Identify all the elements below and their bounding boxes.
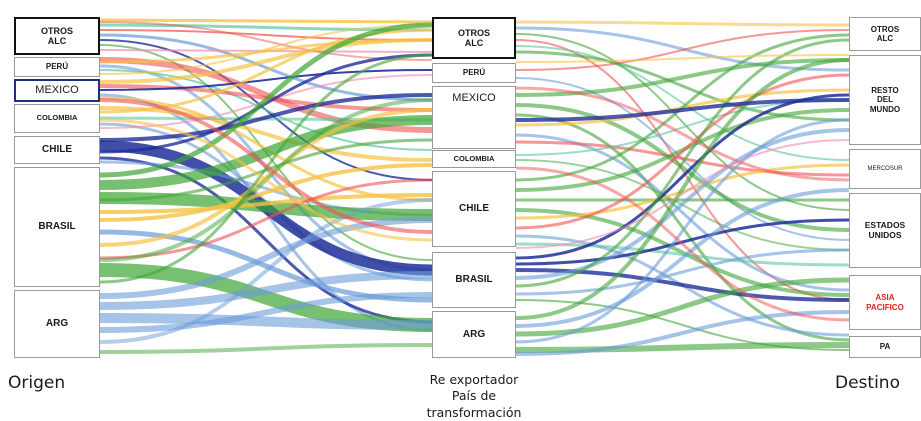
origen-node-colombia: COLOMBIA (14, 104, 100, 133)
reexportador-node-colombia: COLOMBIA (432, 150, 516, 168)
flow-left-43 (99, 343, 433, 354)
flow-right-6 (515, 29, 850, 71)
flow-left-30 (99, 192, 433, 221)
column-label-origen: Origen (8, 373, 66, 393)
column-label-destino: Destino (835, 373, 900, 393)
flow-left-32 (99, 163, 433, 222)
flow-left-23 (99, 93, 433, 142)
reexportador-label-line-3: transformación (426, 404, 522, 420)
flow-right-27 (515, 128, 850, 280)
flow-left-47 (99, 98, 433, 234)
flow-right-34 (515, 118, 850, 344)
flow-right-4 (515, 45, 850, 161)
origen-node-brasil: BRASIL (14, 167, 100, 287)
flow-right-35 (515, 342, 850, 353)
flow-right-21 (515, 73, 850, 230)
flow-right-0 (515, 20, 850, 27)
flow-left-28 (99, 22, 433, 178)
flow-left-41 (99, 292, 433, 333)
flow-left-25 (99, 53, 433, 154)
origen-to-reexportador-flows (99, 18, 433, 354)
reexportador-to-destino-flows (515, 20, 850, 356)
origen-node-chile: CHILE (14, 136, 100, 164)
flow-right-41 (515, 139, 850, 249)
flow-right-5 (515, 50, 850, 122)
flow-right-28 (515, 38, 850, 288)
destino-node-estados-unidos: ESTADOS UNIDOS (849, 193, 921, 268)
flow-right-37 (515, 54, 850, 63)
origen-node-arg: ARG (14, 290, 100, 358)
reexportador-node-mexico: MEXICO (432, 86, 516, 149)
destino-node-mercosur: MERCOSUR (849, 149, 921, 189)
flow-left-12 (99, 24, 433, 75)
flow-left-18 (99, 106, 433, 162)
destino-node-resto-del-mundo: RESTO DEL MUNDO (849, 55, 921, 145)
origen-node-otros-alc: OTROS ALC (14, 17, 100, 55)
flow-left-35 (99, 178, 433, 260)
flow-left-46 (99, 118, 433, 242)
reexportador-label-line-2: País de (451, 388, 497, 404)
flow-right-31 (515, 58, 850, 320)
flow-right-13 (515, 140, 850, 177)
flow-left-0 (99, 18, 433, 24)
reexportador-node-arg: ARG (432, 311, 516, 358)
flow-left-13 (99, 38, 433, 84)
origen-node-peru: PERÚ (14, 57, 100, 77)
flow-right-38 (515, 86, 850, 182)
flow-right-39 (515, 166, 850, 322)
column-label-reexportador: Re exportador País de transformación (404, 372, 544, 421)
reexportador-node-chile: CHILE (432, 171, 516, 247)
flow-left-40 (99, 313, 433, 330)
origen-node-mexico: MEXICO (14, 79, 100, 102)
flow-left-31 (99, 193, 433, 214)
destino-node-asia-pacifico: ASIA PACIFICO (849, 275, 921, 330)
flow-right-29 (515, 248, 850, 296)
flow-left-38 (99, 217, 433, 299)
flow-right-10 (515, 113, 850, 342)
reexportador-node-peru: PERÚ (432, 63, 516, 83)
flow-left-44 (99, 138, 433, 202)
flow-left-11 (99, 69, 433, 151)
flow-right-23 (515, 242, 850, 267)
destino-node-pa: PA (849, 336, 921, 358)
flow-right-16 (515, 33, 850, 182)
flow-right-32 (515, 188, 850, 328)
flow-left-42 (99, 198, 433, 344)
reexportador-node-otros-alc: OTROS ALC (432, 17, 516, 59)
destino-node-otros-alc: OTROS ALC (849, 17, 921, 51)
flow-left-39 (99, 271, 433, 310)
flow-left-7 (99, 21, 433, 61)
reexportador-label-line-1: Re exportador (429, 372, 519, 387)
flow-right-40 (515, 98, 850, 122)
flow-left-15 (99, 69, 433, 91)
flow-left-2 (99, 29, 433, 41)
flow-right-24 (515, 93, 850, 260)
flow-left-29 (99, 115, 433, 190)
reexportador-node-brasil: BRASIL (432, 252, 516, 308)
